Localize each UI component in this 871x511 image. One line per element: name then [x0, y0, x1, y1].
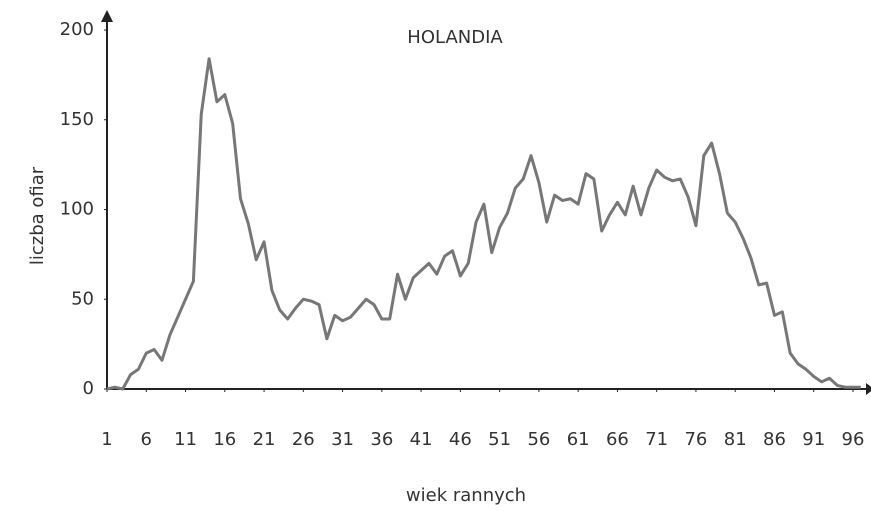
x-tick-label: 31 — [331, 429, 354, 450]
x-tick-label: 41 — [410, 429, 433, 450]
x-tick-label: 46 — [449, 429, 472, 450]
x-tick-label: 76 — [684, 429, 707, 450]
x-tick-label: 21 — [253, 429, 276, 450]
x-tick-label: 66 — [606, 429, 629, 450]
data-line — [106, 57, 861, 391]
x-tick-label: 6 — [141, 429, 152, 450]
x-tick-label: 86 — [763, 429, 786, 450]
x-tick-label: 56 — [527, 429, 550, 450]
y-axis-arrow — [101, 10, 113, 22]
x-axis-label: wiek rannych — [406, 485, 526, 506]
x-tick-label: 51 — [488, 429, 511, 450]
x-tick-label: 1 — [101, 429, 112, 450]
x-tick-label: 11 — [174, 429, 197, 450]
x-tick-label: 91 — [802, 429, 825, 450]
x-axis-arrow — [866, 383, 871, 395]
x-tick-label: 81 — [724, 429, 747, 450]
y-tick-label: 50 — [71, 288, 94, 309]
x-tick-label: 96 — [842, 429, 865, 450]
y-tick-label: 200 — [60, 19, 94, 40]
y-axis-label: liczba ofiar — [27, 166, 48, 265]
y-tick-label: 0 — [83, 378, 94, 399]
x-tick-label: 26 — [292, 429, 315, 450]
y-tick-label: 150 — [60, 109, 94, 130]
x-tick-label: 71 — [645, 429, 668, 450]
x-tick-label: 16 — [213, 429, 236, 450]
x-tick-label: 61 — [567, 429, 590, 450]
x-tick-label: 36 — [370, 429, 393, 450]
y-tick-label: 100 — [60, 199, 94, 220]
chart-title: HOLANDIA — [407, 27, 503, 48]
